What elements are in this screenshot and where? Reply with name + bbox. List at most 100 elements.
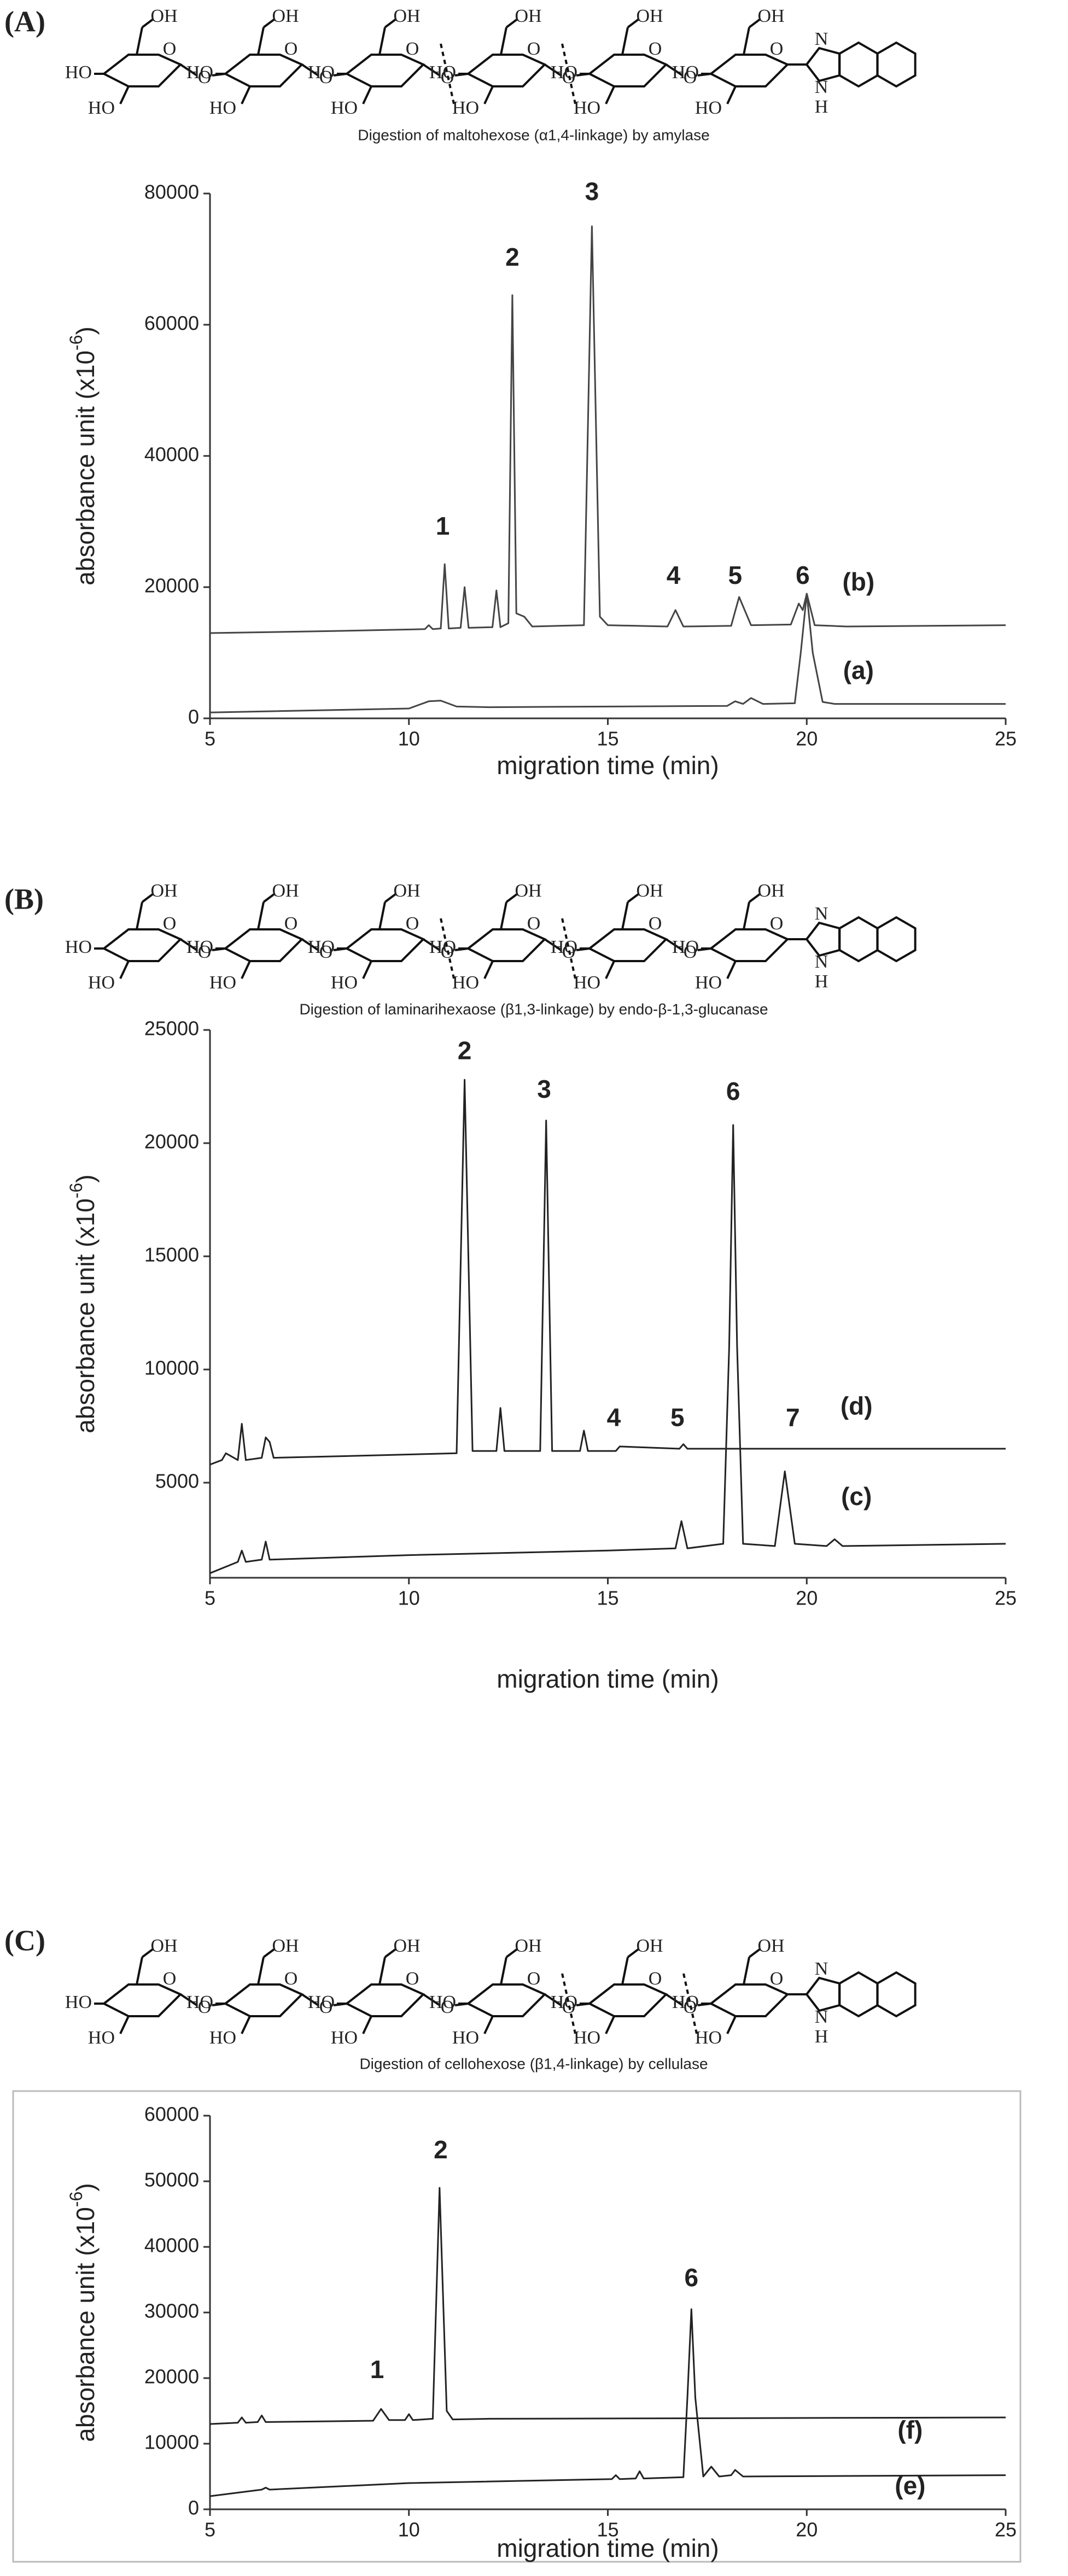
bond [682,1973,698,2034]
atom-label: HO [331,2028,358,2048]
x-tick-label: 15 [597,2519,618,2541]
bond [257,901,265,930]
y-axis-label-end: ) [71,2183,100,2191]
panel-label: (A) [4,5,45,38]
bond [500,1957,507,1985]
y-tick-label: 5000 [155,1470,199,1492]
peak-label: 4 [667,561,681,589]
atom-label: OH [150,881,177,901]
y-tick-label: 10000 [144,2431,199,2454]
ring [587,54,668,87]
atom-label: O [163,1969,177,1989]
bond [241,961,251,979]
atom-label: HO [308,937,335,957]
bond [605,2016,615,2034]
ring [466,1983,547,2017]
bond [544,63,562,77]
peak-label: 4 [607,1403,621,1431]
atom-label: OH [272,1936,299,1956]
atom-label: OH [272,6,299,26]
y-tick-label: 0 [188,706,199,728]
benzene-ring [838,916,879,963]
y-axis-label-end: ) [71,326,100,335]
atom-label: O [527,914,541,934]
y-axis-label-end: ) [71,1174,100,1182]
atom-label: O [527,1969,541,1989]
atom-label: HO [429,1992,456,2012]
atom-label: O [441,942,454,962]
y-axis-label-text: absorbance unit (x10 [71,2207,100,2442]
atom-label: HO [308,1992,335,2012]
bond [748,1948,761,1958]
bond [179,1993,198,2006]
bond [500,901,507,930]
peak-label: (f) [897,2416,923,2444]
x-axis-label: migration time (min) [497,751,719,780]
atom-label: HO [452,973,479,993]
atom-label: HO [695,98,722,118]
atom-label: HO [331,973,358,993]
bond [119,2016,130,2034]
atom-label: O [649,1969,662,1989]
atom-label: OH [150,6,177,26]
bond [301,1993,319,2006]
atom-label: O [163,39,177,59]
bond [483,961,494,979]
bond [262,893,276,903]
y-tick-label: 20000 [144,2366,199,2388]
bond [119,961,130,979]
atom-label: HO [209,98,236,118]
x-tick-label: 10 [398,2519,420,2541]
bond [378,901,386,930]
bond [483,86,494,104]
y-tick-label: 80000 [144,181,199,203]
atom-label: O [562,67,576,87]
y-tick-label: 15000 [144,1244,199,1266]
y-tick-label: 0 [188,2497,199,2519]
bond [141,18,154,28]
bond [505,1948,518,1958]
y-axis-label: absorbance unit (x10-6) [66,2183,100,2442]
atom-label: HO [186,62,213,83]
bond [422,1993,441,2006]
atom-label: OH [757,1936,784,1956]
y-tick-label: 30000 [144,2300,199,2322]
atom-label: O [441,1997,454,2017]
peak-label: 2 [434,2135,448,2164]
chart-title: Digestion of maltohexose (α1,4-linkage) … [358,126,709,143]
bond [257,1957,265,1985]
bond [141,893,154,903]
atom-label: O [527,39,541,59]
atom-label: HO [209,973,236,993]
atom-label: HO [65,937,92,957]
atom-label: N [815,952,828,972]
bond [621,1957,629,1985]
atom-label: HO [695,2028,722,2048]
atom-label: O [684,942,697,962]
atom-label: O [319,942,333,962]
atom-label: HO [209,2028,236,2048]
peak-label: 6 [684,2263,698,2292]
y-tick-label: 10000 [144,1357,199,1379]
atom-label: HO [452,98,479,118]
peak-label: 2 [458,1037,472,1065]
structure [94,18,917,104]
y-axis-label-text: absorbance unit (x10 [71,350,100,586]
atom-label: HO [186,1992,213,2012]
atom-label: OH [272,881,299,901]
y-tick-label: 40000 [144,2234,199,2257]
y-axis-label: absorbance unit (x10-6) [66,326,100,585]
atom-label: O [284,1969,298,1989]
atom-label: N [815,77,828,97]
x-axis-label: migration time (min) [497,2534,719,2562]
bond [119,86,130,104]
atom-label: HO [551,62,577,83]
atom-label: O [406,914,419,934]
bond [422,63,441,77]
atom-label: OH [150,1936,177,1956]
structure [94,893,917,979]
atom-label: HO [308,62,335,83]
atom-label: HO [551,937,577,957]
atom-label: H [815,971,828,992]
